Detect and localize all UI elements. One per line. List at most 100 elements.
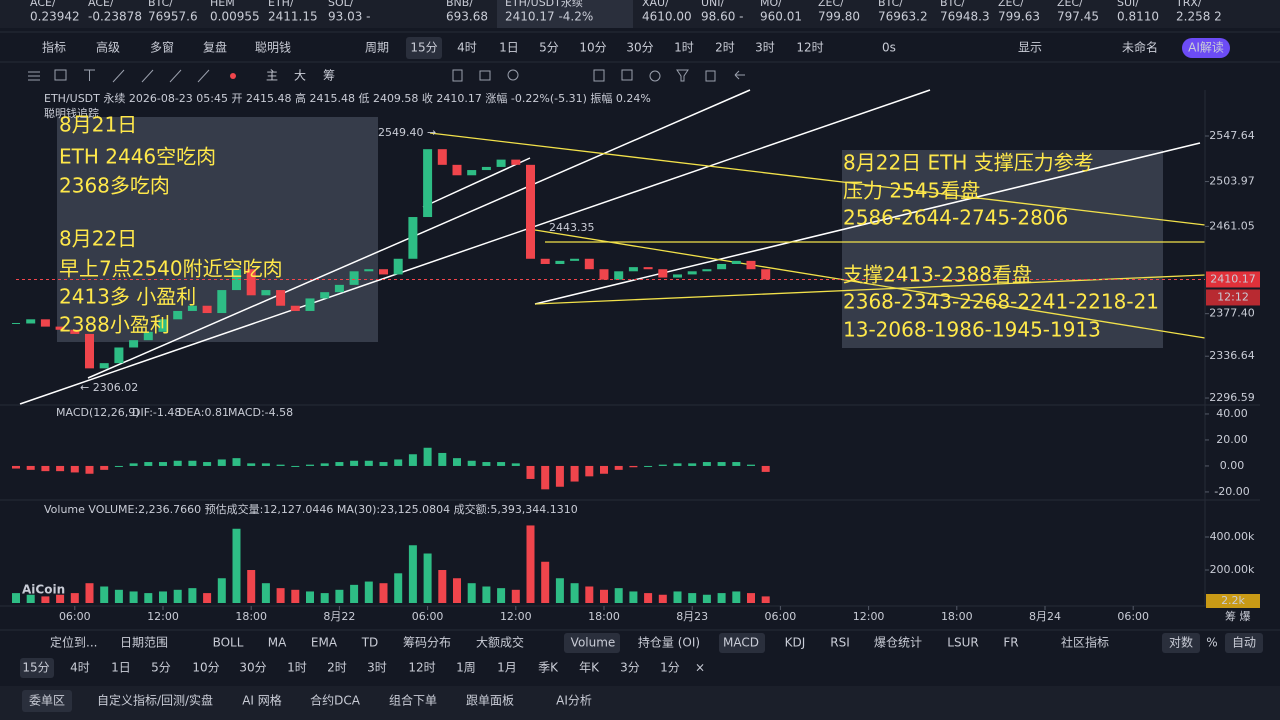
indicator[interactable]: 定位到... (50, 635, 97, 650)
ticker-name[interactable]: SUI/ (1117, 0, 1139, 9)
ticker-name[interactable]: BTC/ (148, 0, 173, 9)
ticker-name[interactable]: HEM (210, 0, 235, 9)
indicator[interactable]: 对数 (1169, 635, 1193, 650)
footer-tab[interactable]: 跟单面板 (466, 694, 514, 708)
menu-item[interactable]: 指标 (42, 40, 66, 55)
footer-tab[interactable]: AI 网格 (242, 693, 282, 708)
period[interactable]: 季K (538, 661, 559, 675)
indicator[interactable]: EMA (311, 636, 338, 650)
tool[interactable]: 大 (294, 69, 306, 83)
period[interactable]: 4时 (70, 661, 90, 675)
period[interactable]: 2时 (715, 41, 735, 55)
period[interactable]: 1时 (674, 41, 694, 55)
indicator[interactable]: 持仓量 (OI) (638, 635, 700, 650)
menu-item[interactable]: 多窗 (150, 41, 174, 55)
ticker-name[interactable]: UNI/ (701, 0, 725, 9)
indicator[interactable]: % (1206, 636, 1217, 650)
period[interactable]: 1时 (287, 661, 307, 675)
ticker-price[interactable]: 76957.6 (148, 10, 198, 24)
toolbar-item[interactable]: 显示 (1018, 41, 1042, 55)
indicator[interactable]: LSUR (947, 636, 978, 650)
period[interactable]: 年K (579, 661, 600, 675)
ticker-price[interactable]: 76963.2 (878, 10, 928, 24)
menu-item[interactable]: 周期 (365, 41, 389, 55)
ticker-name[interactable]: ZEC/ (818, 0, 844, 9)
indicator[interactable]: MA (268, 636, 287, 650)
ticker-price[interactable]: 0.23942 (30, 10, 80, 24)
ticker-price[interactable]: 797.45 (1057, 10, 1099, 24)
ticker-name[interactable]: XAU/ (642, 0, 669, 9)
period[interactable]: 10分 (192, 661, 219, 675)
period[interactable]: 2时 (327, 661, 347, 675)
ticker-name[interactable]: SOL/ (328, 0, 354, 9)
ticker-price[interactable]: 4610.00 (642, 10, 692, 24)
ticker-name[interactable]: ETH/USDT永续 (505, 0, 583, 9)
menu-item[interactable]: 高级 (96, 40, 120, 55)
indicator[interactable]: 大额成交 (476, 635, 524, 650)
ticker-price[interactable]: 693.68 (446, 10, 488, 24)
period[interactable]: 15分 (410, 41, 437, 55)
indicator[interactable]: 爆仓统计 (874, 636, 922, 650)
footer-tab[interactable]: 合约DCA (310, 693, 361, 708)
ticker-price[interactable]: 799.63 (998, 10, 1040, 24)
ticker-price[interactable]: 0.8110 (1117, 10, 1159, 24)
period[interactable]: 1分 (660, 661, 680, 675)
tool[interactable]: 筹 (323, 69, 335, 83)
ticker-name[interactable]: ACE/ (88, 0, 114, 9)
period[interactable]: 3分 (620, 661, 640, 675)
period[interactable]: 1周 (456, 661, 476, 675)
ticker-price[interactable]: 93.03 - (328, 10, 371, 24)
period[interactable]: 30分 (626, 41, 653, 55)
ticker-price[interactable]: -0.23878 (88, 10, 142, 24)
ticker-price[interactable]: 960.01 (760, 10, 802, 24)
indicator[interactable]: 自动 (1232, 636, 1256, 650)
indicator[interactable]: BOLL (213, 636, 244, 650)
ticker-name[interactable]: BTC/ (878, 0, 903, 9)
period[interactable]: 5分 (539, 41, 559, 55)
period[interactable]: 1日 (111, 661, 131, 675)
footer-tab[interactable]: 组合下单 (389, 693, 437, 708)
ticker-price[interactable]: 98.60 - (701, 10, 744, 24)
period[interactable]: 30分 (239, 661, 266, 675)
ticker-name[interactable]: ACE/ (30, 0, 56, 9)
toolbar-item[interactable]: AI解读 (1188, 41, 1224, 55)
period[interactable]: 12时 (796, 41, 823, 55)
period[interactable]: 3时 (367, 661, 387, 675)
indicator[interactable]: 筹码分布 (403, 636, 451, 650)
ticker-name[interactable]: ETH/ (268, 0, 294, 9)
ticker-name[interactable]: TRX/ (1175, 0, 1202, 9)
period[interactable]: 15分 (22, 661, 49, 675)
ticker-price[interactable]: 76948.3 (940, 10, 990, 24)
ticker-name[interactable]: ZEC/ (998, 0, 1024, 9)
period[interactable]: 3时 (755, 41, 775, 55)
menu-item[interactable]: 聪明钱 (255, 40, 291, 55)
menu-item[interactable]: 复盘 (203, 40, 227, 55)
ticker-price[interactable]: 799.80 (818, 10, 860, 24)
period[interactable]: 1日 (499, 41, 519, 55)
tool[interactable]: 主 (266, 69, 278, 83)
indicator[interactable]: Volume (571, 636, 616, 650)
period[interactable]: 1月 (497, 661, 517, 675)
footer-tab[interactable]: 委单区 (29, 694, 65, 708)
ticker-name[interactable]: BTC/ (940, 0, 965, 9)
ticker-price[interactable]: 2.258 2 (1176, 10, 1222, 24)
indicator[interactable]: KDJ (785, 636, 806, 650)
indicator[interactable]: 社区指标 (1061, 635, 1109, 650)
indicator[interactable]: FR (1003, 636, 1018, 650)
footer-tab[interactable]: AI分析 (556, 694, 592, 708)
ticker-name[interactable]: MO/ (760, 0, 782, 9)
indicator[interactable]: 日期范围 (120, 636, 168, 650)
toolbar-item[interactable]: 0s (882, 41, 896, 55)
footer-tab[interactable]: 自定义指标/回测/实盘 (97, 693, 213, 708)
ticker-price[interactable]: 2411.15 (268, 10, 318, 24)
indicator[interactable]: TD (361, 636, 379, 650)
period[interactable]: 4时 (457, 41, 477, 55)
indicator[interactable]: MACD (723, 636, 759, 650)
ticker-price[interactable]: 2410.17 -4.2% (505, 10, 593, 24)
toolbar-item[interactable]: 未命名 (1122, 40, 1158, 55)
period[interactable]: 5分 (151, 661, 171, 675)
ticker-name[interactable]: ZEC/ (1057, 0, 1083, 9)
period[interactable]: 10分 (579, 41, 606, 55)
indicator[interactable]: RSI (830, 636, 850, 650)
period[interactable]: × (695, 661, 705, 675)
